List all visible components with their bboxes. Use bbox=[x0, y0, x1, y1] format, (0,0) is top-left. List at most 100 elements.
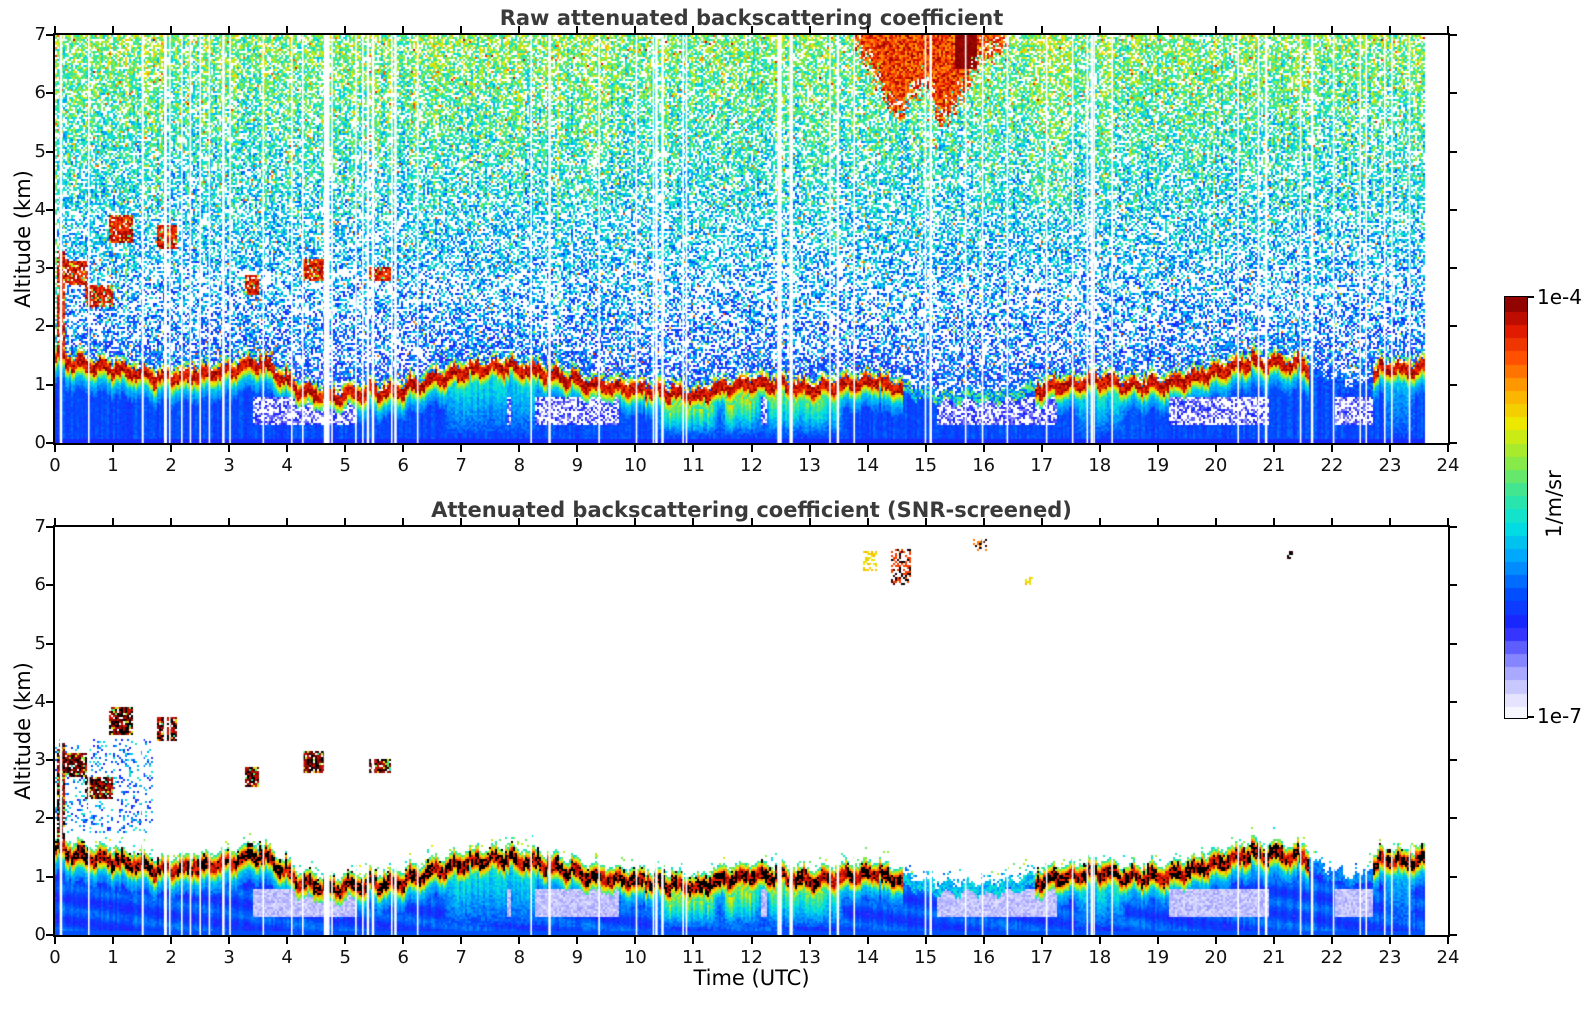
panel1-y-tick bbox=[46, 442, 53, 444]
colorbar-canvas bbox=[1505, 297, 1527, 718]
panel1-y-tick-label: 7 bbox=[34, 24, 46, 45]
panel1-x-tick bbox=[1098, 445, 1101, 452]
panel1-y-tick-label: 0 bbox=[34, 432, 46, 453]
panel1-x-tick-top bbox=[692, 26, 695, 33]
panel1-y-tick-right bbox=[1450, 150, 1457, 153]
panel2-x-tick bbox=[866, 937, 869, 944]
panel2-x-tick bbox=[1214, 937, 1217, 944]
panel1-x-tick-top bbox=[1098, 26, 1101, 33]
panel1-x-tick-top bbox=[634, 26, 637, 33]
panel1-x-tick-top bbox=[1214, 26, 1217, 33]
panel1-x-tick-label: 9 bbox=[571, 455, 584, 476]
panel2-y-tick-right bbox=[1450, 700, 1457, 703]
panel2-y-tick-label: 3 bbox=[34, 749, 46, 771]
panel1-x-tick-label: 23 bbox=[1378, 455, 1402, 476]
panel2-x-tick bbox=[286, 937, 289, 944]
panel2-y-tick bbox=[46, 526, 53, 528]
panel1-y-tick bbox=[46, 208, 53, 211]
panel2-y-tick-label: 4 bbox=[34, 690, 46, 712]
panel1-x-tick-top bbox=[1040, 26, 1043, 33]
panel1-x-tick-top bbox=[344, 26, 347, 33]
panel1-x-tick-top bbox=[924, 26, 927, 33]
panel2-heatmap-canvas bbox=[55, 527, 1448, 935]
panel1-x-tick-label: 7 bbox=[455, 455, 467, 476]
panel1-x-tick-top bbox=[402, 26, 405, 33]
colorbar-min-label: 1e-7 bbox=[1537, 704, 1582, 728]
panel1-x-tick-top bbox=[286, 26, 289, 33]
panel2-y-tick-label: 1 bbox=[34, 865, 46, 887]
panel2-x-tick-top bbox=[402, 518, 405, 525]
panel2-x-tick bbox=[54, 937, 56, 944]
panel2-y-tick-right bbox=[1450, 875, 1457, 878]
panel2-y-tick bbox=[46, 934, 53, 936]
panel1-y-tick bbox=[46, 34, 53, 36]
panel2-x-tick-label: 13 bbox=[798, 947, 821, 968]
panel1-x-tick-label: 6 bbox=[397, 455, 409, 476]
panel1-y-tick bbox=[46, 267, 53, 270]
panel2-x-tick bbox=[170, 937, 173, 944]
panel2-x-tick-label: 16 bbox=[972, 947, 996, 968]
panel2-x-tick-top bbox=[1447, 518, 1449, 525]
panel1-x-tick-top bbox=[982, 26, 985, 33]
panel2-x-tick-top bbox=[866, 518, 869, 525]
panel1-x-tick-label: 14 bbox=[856, 455, 880, 476]
panel1-x-tick-label: 13 bbox=[798, 455, 821, 476]
panel1-x-tick-top bbox=[112, 26, 115, 33]
panel1-y-tick bbox=[46, 383, 53, 386]
panel2-x-tick-label: 11 bbox=[682, 947, 705, 968]
panel2-y-tick bbox=[46, 642, 53, 645]
panel2-x-tick-label: 18 bbox=[1088, 947, 1112, 968]
colorbar-max-tick bbox=[1528, 296, 1534, 298]
panel1-y-tick-label: 4 bbox=[34, 198, 46, 220]
panel1-x-tick-label: 12 bbox=[740, 455, 763, 476]
panel2-x-tick bbox=[1447, 937, 1449, 944]
panel2-y-tick-label: 0 bbox=[34, 924, 46, 945]
panel1-x-tick-label: 19 bbox=[1146, 455, 1170, 476]
panel2-x-tick-top bbox=[1098, 518, 1101, 525]
colorbar-max-label: 1e-4 bbox=[1537, 285, 1582, 309]
panel1-x-tick bbox=[924, 445, 927, 452]
panel1-x-tick bbox=[1214, 445, 1217, 452]
panel2-y-tick bbox=[46, 817, 53, 820]
panel2-y-tick-right bbox=[1450, 526, 1457, 528]
panel2-x-tick bbox=[982, 937, 985, 944]
panel1-heatmap-canvas bbox=[55, 35, 1448, 443]
panel1-x-tick-top bbox=[1447, 26, 1449, 33]
panel1-x-tick-label: 5 bbox=[339, 455, 351, 476]
panel1-x-tick-top bbox=[228, 26, 231, 33]
panel2-y-tick-label: 6 bbox=[34, 574, 46, 596]
panel2-y-tick bbox=[46, 875, 53, 878]
panel1-y-tick-label: 5 bbox=[34, 140, 46, 162]
panel2-x-tick-top bbox=[228, 518, 231, 525]
panel2-x-tick bbox=[750, 937, 753, 944]
panel1-x-tick-label: 21 bbox=[1262, 455, 1286, 476]
panel2-x-tick-top bbox=[808, 518, 811, 525]
panel2-x-tick bbox=[692, 937, 695, 944]
panel1-x-tick-label: 10 bbox=[623, 455, 647, 476]
panel1-x-tick-top bbox=[1330, 26, 1333, 33]
panel2-x-tick-label: 21 bbox=[1262, 947, 1286, 968]
panel1-x-tick bbox=[692, 445, 695, 452]
panel2-x-tick bbox=[1040, 937, 1043, 944]
panel1-x-tick-label: 11 bbox=[682, 455, 705, 476]
panel1-y-tick-label: 1 bbox=[34, 373, 46, 395]
panel1-x-tick bbox=[460, 445, 463, 452]
panel1-x-tick bbox=[112, 445, 115, 452]
panel2-x-tick-top bbox=[692, 518, 695, 525]
panel1-x-tick bbox=[866, 445, 869, 452]
panel1-x-tick-label: 20 bbox=[1204, 455, 1228, 476]
panel1-y-tick-right bbox=[1450, 325, 1457, 328]
panel2-x-tick bbox=[808, 937, 811, 944]
colorbar-min-tick bbox=[1528, 716, 1534, 718]
panel1-y-tick bbox=[46, 92, 53, 95]
panel1-x-tick bbox=[344, 445, 347, 452]
panel1-x-tick-label: 4 bbox=[281, 455, 293, 476]
panel2-y-tick-right bbox=[1450, 584, 1457, 587]
panel2-x-tick bbox=[1156, 937, 1159, 944]
panel2-x-tick-label: 23 bbox=[1378, 947, 1402, 968]
panel1-x-tick-top bbox=[54, 26, 56, 33]
panel1-x-tick-label: 15 bbox=[914, 455, 938, 476]
panel1-x-tick-label: 8 bbox=[513, 455, 526, 476]
panel1-x-tick-top bbox=[750, 26, 753, 33]
